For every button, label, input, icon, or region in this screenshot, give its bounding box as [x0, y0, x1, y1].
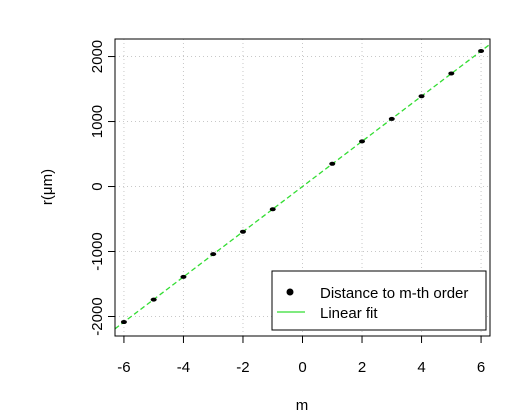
data-point: [150, 297, 157, 302]
data-point: [269, 207, 276, 212]
y-tick-label: 0: [89, 182, 106, 190]
y-tick-label: 2000: [89, 40, 106, 73]
data-point: [388, 116, 395, 121]
x-tick-label: 4: [417, 359, 425, 376]
data-point: [239, 229, 246, 234]
legend-points-marker: [286, 288, 294, 296]
legend: Distance to m-th order Linear fit: [271, 270, 487, 331]
x-tick-label: -6: [117, 359, 130, 376]
data-point: [418, 94, 425, 99]
x-tick-label: 6: [477, 359, 485, 376]
y-tick-label: -2000: [89, 297, 106, 335]
data-point: [359, 139, 366, 144]
data-point: [478, 49, 485, 54]
legend-box: [271, 270, 487, 331]
x-tick-label: -4: [177, 359, 190, 376]
y-axis-label: r(μm): [39, 169, 56, 205]
x-axis: -6 -4 -2 0 2 4 6: [117, 335, 485, 376]
data-point: [210, 252, 217, 257]
y-tick-label: 1000: [89, 105, 106, 138]
y-tick-label: -1000: [89, 232, 106, 270]
data-point: [329, 161, 336, 166]
legend-points-label: Distance to m-th order: [320, 285, 468, 302]
data-point: [448, 71, 455, 76]
data-points: [120, 49, 485, 325]
x-tick-label: 0: [298, 359, 306, 376]
y-axis: -2000 -1000 0 1000 2000: [89, 40, 116, 336]
legend-fit-label: Linear fit: [320, 305, 378, 322]
x-axis-label: m: [296, 397, 309, 413]
data-point: [180, 274, 187, 279]
x-tick-label: -2: [236, 359, 249, 376]
data-point: [120, 320, 127, 325]
linear-fit-line: [114, 43, 491, 330]
x-tick-label: 2: [358, 359, 366, 376]
fit-line-layer: [114, 43, 491, 330]
